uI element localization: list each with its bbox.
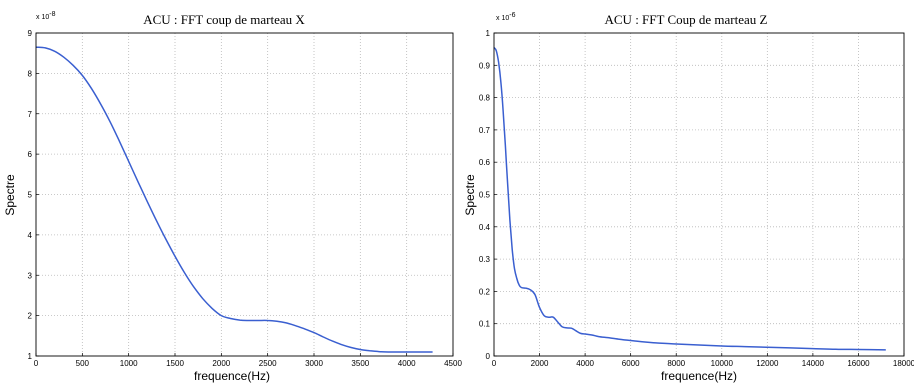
x-tick-label: 10000	[711, 359, 734, 368]
x-tick-label: 4000	[398, 359, 416, 368]
y-tick-label: 0.6	[479, 158, 491, 167]
tick-labels: 0 2000 4000 6000 8000 10000 12000 14000 16000 180…	[479, 29, 914, 368]
x-tick-label: 14000	[802, 359, 825, 368]
spectrum-line	[35, 46, 433, 353]
x-tick-label: 2500	[259, 359, 277, 368]
x-tick-label: 4500	[444, 359, 462, 368]
y-tick-label: 9	[28, 29, 33, 38]
x-tick-label: 16000	[847, 359, 870, 368]
chart-title: ACU : FFT coup de marteau X	[143, 12, 305, 27]
x-tick-label: 1000	[120, 359, 138, 368]
y-axis-label: Spectre	[463, 174, 477, 216]
x-tick-label: 500	[76, 359, 90, 368]
chart-fft-z: ACU : FFT Coup de marteau Z x 10-6 Spect…	[463, 12, 914, 383]
y-tick-label: 7	[28, 110, 33, 119]
spectrum-line	[493, 47, 886, 351]
y-tick-label: 0.2	[479, 287, 491, 296]
x-tick-label: 1500	[166, 359, 184, 368]
y-tick-label: 0	[486, 352, 491, 361]
x-axis-label: frequence(Hz)	[661, 369, 737, 383]
y-tick-label: 0.8	[479, 94, 491, 103]
y-exponent-label: x 10-8	[36, 11, 56, 21]
y-tick-label: 0.3	[479, 255, 491, 264]
y-tick-label: 4	[28, 231, 33, 240]
x-tick-label: 4000	[576, 359, 594, 368]
x-tick-label: 3500	[351, 359, 369, 368]
x-tick-label: 0	[34, 359, 39, 368]
y-tick-label: 5	[28, 191, 33, 200]
chart-fft-x: ACU : FFT coup de marteau X x 10-8 Spect…	[3, 11, 462, 383]
x-tick-label: 6000	[622, 359, 640, 368]
y-tick-label: 3	[28, 271, 33, 280]
x-tick-label: 8000	[667, 359, 685, 368]
y-tick-label: 0.5	[479, 191, 491, 200]
y-tick-label: 0.4	[479, 223, 491, 232]
y-tick-label: 1	[486, 29, 491, 38]
plot-frame	[493, 32, 905, 357]
y-exponent-label: x 10-6	[496, 12, 516, 22]
plot-frame	[35, 32, 454, 357]
y-tick-label: 0.7	[479, 126, 491, 135]
x-tick-label: 2000	[212, 359, 230, 368]
x-tick-label: 0	[492, 359, 497, 368]
x-axis-label: frequence(Hz)	[194, 369, 270, 383]
tick-labels: 0 500 1000 1500 2000 2500 3000 3500 4000 4500 1 2 3 4…	[28, 29, 463, 368]
x-tick-label: 12000	[756, 359, 779, 368]
y-tick-label: 0.9	[479, 61, 491, 70]
grid	[494, 33, 904, 356]
chart-title: ACU : FFT Coup de marteau Z	[605, 12, 768, 27]
x-tick-label: 3000	[305, 359, 323, 368]
y-tick-label: 2	[28, 312, 33, 321]
y-tick-label: 8	[28, 69, 33, 78]
x-tick-label: 18000	[893, 359, 914, 368]
y-tick-label: 6	[28, 150, 33, 159]
x-tick-label: 2000	[531, 359, 549, 368]
y-tick-label: 1	[28, 352, 33, 361]
grid	[36, 33, 453, 356]
y-axis-label: Spectre	[3, 174, 17, 216]
y-tick-label: 0.1	[479, 320, 491, 329]
